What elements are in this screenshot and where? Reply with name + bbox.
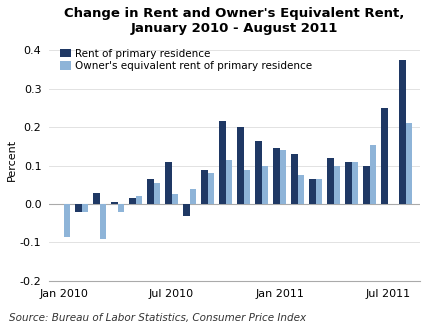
Bar <box>326 158 333 204</box>
Legend: Rent of primary residence, Owner's equivalent rent of primary residence: Rent of primary residence, Owner's equiv… <box>58 46 313 73</box>
Bar <box>171 194 178 204</box>
Bar <box>261 166 268 204</box>
Bar <box>75 204 81 212</box>
Bar <box>135 196 142 204</box>
Bar <box>236 127 243 204</box>
Bar <box>380 108 387 204</box>
Bar <box>297 175 304 204</box>
Bar <box>290 154 297 204</box>
Bar <box>110 202 117 204</box>
Bar <box>117 204 124 212</box>
Bar <box>279 150 286 204</box>
Bar <box>189 189 196 204</box>
Bar <box>333 166 340 204</box>
Bar <box>63 204 70 237</box>
Bar <box>128 198 135 204</box>
Bar <box>369 145 376 204</box>
Bar <box>315 179 322 204</box>
Bar <box>243 170 250 204</box>
Bar <box>344 162 351 204</box>
Bar <box>308 179 315 204</box>
Title: Change in Rent and Owner's Equivalent Rent,
January 2010 - August 2011: Change in Rent and Owner's Equivalent Re… <box>64 7 404 35</box>
Bar <box>362 166 369 204</box>
Bar <box>81 204 88 212</box>
Bar <box>147 179 153 204</box>
Text: Source: Bureau of Labor Statistics, Consumer Price Index: Source: Bureau of Labor Statistics, Cons… <box>9 313 305 323</box>
Bar <box>153 183 160 204</box>
Bar <box>164 162 171 204</box>
Bar <box>92 192 99 204</box>
Bar <box>254 141 261 204</box>
Bar <box>398 60 405 204</box>
Bar <box>99 204 106 239</box>
Bar <box>225 160 232 204</box>
Bar <box>218 122 225 204</box>
Bar <box>207 173 214 204</box>
Bar <box>182 204 189 215</box>
Bar <box>351 162 358 204</box>
Y-axis label: Percent: Percent <box>7 139 17 181</box>
Bar <box>200 170 207 204</box>
Bar <box>272 149 279 204</box>
Bar <box>405 124 412 204</box>
